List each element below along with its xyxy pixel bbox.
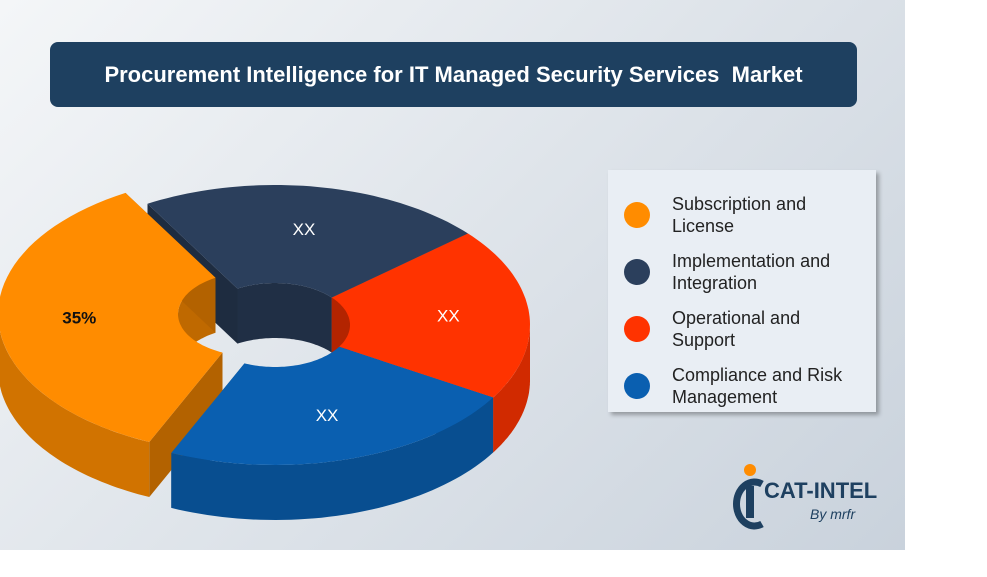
outer-wall (0, 331, 150, 497)
logo-name: CAT-INTEL (764, 478, 878, 503)
legend-swatch (624, 201, 650, 228)
inner-wall (237, 283, 332, 353)
legend-item: Subscription and License (624, 186, 866, 243)
data-label: XX (293, 220, 316, 239)
legend-label: Compliance and Risk Management (672, 364, 843, 407)
legend-swatch (624, 258, 650, 285)
donut-slice (171, 346, 494, 465)
legend-label: Operational and Support (672, 307, 801, 350)
outer-wall (171, 397, 494, 520)
data-label: XX (437, 306, 460, 325)
legend: Subscription and License Implementation a… (608, 170, 876, 412)
donut-slice (331, 233, 530, 398)
cut-face (149, 352, 223, 497)
legend-item: Operational and Support (624, 300, 866, 357)
chart: 35% XX XX XX (0, 185, 530, 520)
donut-slice (147, 185, 468, 298)
legend-swatch (624, 315, 650, 342)
logo: CAT-INTEL By mrfr (730, 462, 890, 532)
data-label: 35% (62, 309, 96, 328)
legend-label: Subscription and License (672, 193, 807, 236)
donut-slice (0, 192, 223, 442)
logo-tagline: By mrfr (810, 506, 856, 522)
legend-label: Implementation and Integration (672, 250, 831, 293)
legend-swatch (624, 372, 650, 399)
data-label: XX (316, 406, 339, 425)
legend-item: Compliance and Risk Management (624, 357, 866, 414)
chart-title: Procurement Intelligence for IT Managed … (50, 42, 857, 107)
logo-icon (733, 464, 764, 530)
outer-wall (493, 325, 530, 453)
tops (0, 185, 530, 465)
legend-item: Implementation and Integration (624, 243, 866, 300)
